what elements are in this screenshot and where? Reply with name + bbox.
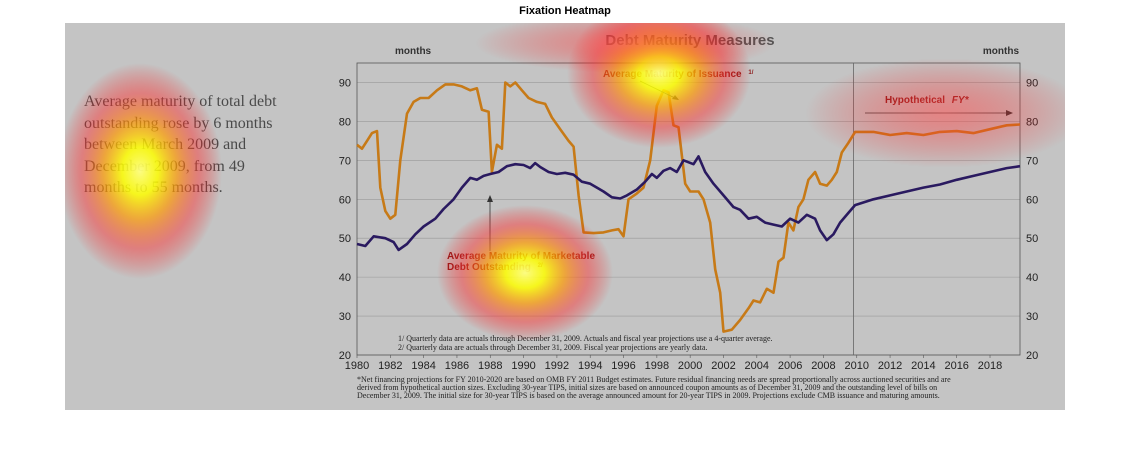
note-1: 1/ Quarterly data are actuals through De…: [398, 334, 773, 343]
x-tick-label: 2002: [711, 360, 735, 372]
figure-title: Fixation Heatmap: [519, 5, 611, 17]
marketable-footnote-mark: 2/: [538, 263, 543, 269]
y-tick-label-right: 60: [1026, 194, 1038, 206]
series-lines: [356, 81, 1021, 333]
marketable-arrow-head: [487, 195, 493, 202]
x-tick-label: 1998: [645, 360, 669, 372]
y-tick-label-right: 90: [1026, 77, 1038, 89]
axes: 20 20 30 30 40 40 50 50 60 60 70 70 80 80 90 90 1980 1982…: [339, 62, 1038, 372]
heatmap-stage: Average maturity of total debt outstandi…: [65, 23, 1065, 410]
y-tick-label-left: 90: [339, 77, 351, 89]
svg-text:Average Maturity of Issuance: Average Maturity of Issuance 1/: [603, 69, 754, 80]
hypothetical-fy: FY*: [952, 95, 970, 106]
y-tick-label-left: 80: [339, 116, 351, 128]
issuance-line: [356, 81, 1021, 333]
y-tick-label-left: 20: [339, 350, 351, 362]
svg-text:Debt Outstanding 2/: Debt Outstanding 2/: [447, 262, 543, 273]
y-tick-label-left: 40: [339, 272, 351, 284]
x-tick-label: 1996: [611, 360, 635, 372]
plot-frame: [356, 62, 1021, 356]
issuance-label: Average Maturity of Issuance: [603, 69, 742, 80]
footnote-line-3: December 31, 2009. The initial size for …: [357, 391, 940, 400]
hypothetical-label: Hypothetical: [885, 95, 945, 106]
x-tick-label: 2004: [745, 360, 769, 372]
y-tick-label-right: 50: [1026, 233, 1038, 245]
gridlines: [357, 82, 1020, 356]
x-tick-label: 1986: [445, 360, 469, 372]
marketable-debt-line: [356, 155, 1021, 252]
y-tick-label-right: 40: [1026, 272, 1038, 284]
marketable-annotation: Average Maturity of Marketable Debt Outs…: [447, 195, 595, 273]
hypothetical-arrow-head: [1006, 110, 1013, 116]
x-tick-label: 1994: [578, 360, 602, 372]
x-tick-label: 1990: [511, 360, 535, 372]
y-tick-label-right: 30: [1026, 311, 1038, 323]
y-tick-label-right: 20: [1026, 350, 1038, 362]
x-tick-label: 1982: [378, 360, 402, 372]
x-tick-label: 1984: [411, 360, 435, 372]
x-tick-label: 2016: [944, 360, 968, 372]
x-tick-label: 2018: [978, 360, 1002, 372]
issuance-arrow-line: [639, 80, 678, 100]
right-unit-label: months: [983, 46, 1020, 57]
issuance-annotation: Average Maturity of Issuance 1/: [603, 69, 754, 100]
x-tick-label: 2014: [911, 360, 935, 372]
marketable-label-line1: Average Maturity of Marketable: [447, 251, 595, 262]
issuance-footnote-mark: 1/: [748, 70, 753, 76]
x-tick-label: 1992: [545, 360, 569, 372]
y-tick-label-left: 30: [339, 311, 351, 323]
note-2: 2/ Quarterly data are actuals through De…: [398, 343, 707, 352]
chart-title: Debt Maturity Measures: [605, 32, 774, 49]
x-tick-label: 2006: [778, 360, 802, 372]
y-tick-label-right: 80: [1026, 116, 1038, 128]
x-tick-label: 2010: [845, 360, 869, 372]
y-tick-label-left: 60: [339, 194, 351, 206]
hypothetical-annotation: Hypothetical FY*: [865, 95, 1013, 116]
x-tick-label: 2008: [811, 360, 835, 372]
footnote-line-1: *Net financing projections for FY 2010-2…: [357, 375, 951, 384]
y-tick-label-left: 50: [339, 233, 351, 245]
marketable-label-line2: Debt Outstanding: [447, 262, 531, 273]
x-tick-label: 2000: [678, 360, 702, 372]
x-tick-label: 1980: [345, 360, 369, 372]
y-tick-label-left: 70: [339, 155, 351, 167]
left-unit-label: months: [395, 46, 432, 57]
x-tick-label: 2012: [878, 360, 902, 372]
y-tick-label-right: 70: [1026, 155, 1038, 167]
x-tick-label: 1988: [478, 360, 502, 372]
debt-maturity-chart: Debt Maturity Measures months months 20 2…: [339, 32, 1039, 400]
footnote-line-2: derived from hypothetical auction sizes.…: [357, 383, 937, 392]
svg-text:Hypothetical FY*: Hypothetical FY*: [885, 95, 970, 106]
